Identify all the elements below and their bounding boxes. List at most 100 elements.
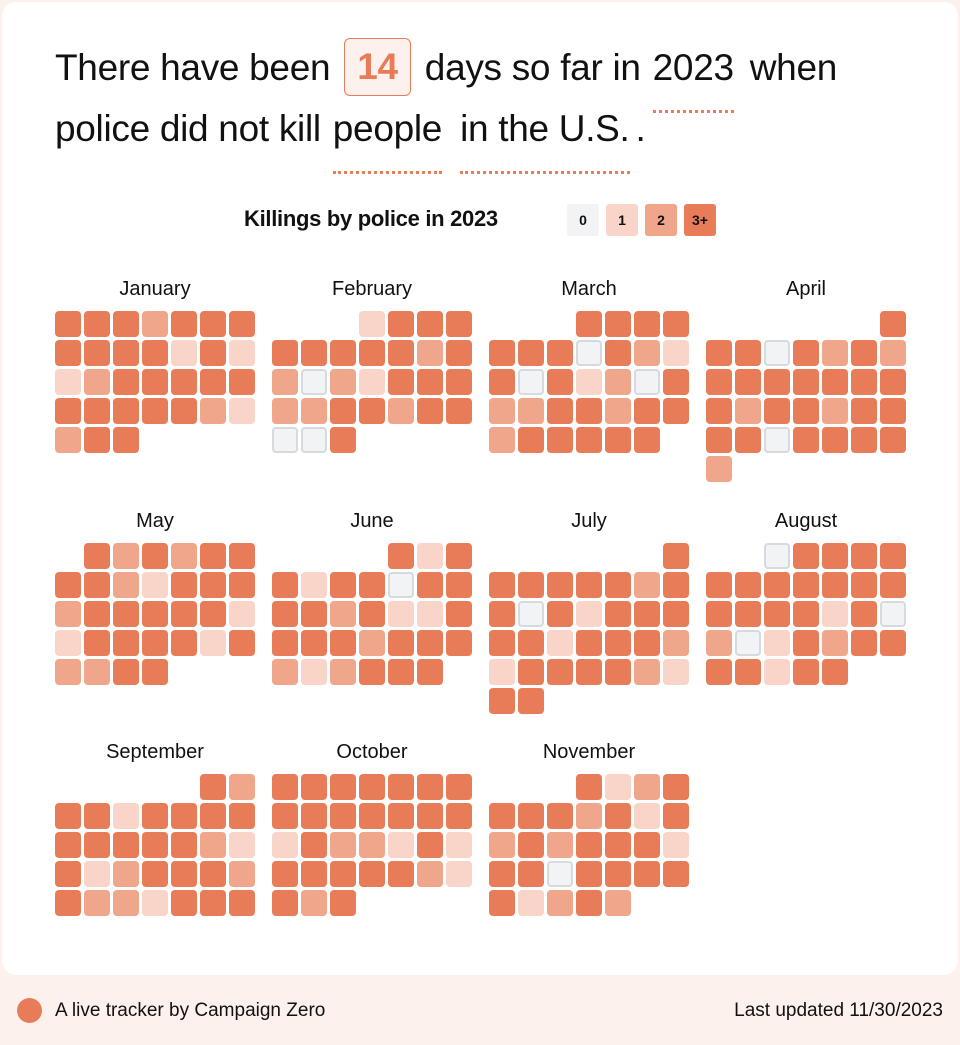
place-selector[interactable]: in the U.S. [460, 99, 630, 175]
day-cell[interactable] [301, 369, 327, 395]
day-cell[interactable] [229, 861, 255, 887]
day-cell[interactable] [359, 630, 385, 656]
day-cell[interactable] [417, 369, 443, 395]
day-cell[interactable] [417, 340, 443, 366]
day-cell[interactable] [200, 630, 226, 656]
day-cell[interactable] [229, 803, 255, 829]
day-cell[interactable] [200, 601, 226, 627]
day-cell[interactable] [142, 340, 168, 366]
day-cell[interactable] [84, 369, 110, 395]
day-cell[interactable] [518, 630, 544, 656]
day-cell[interactable] [489, 861, 515, 887]
day-cell[interactable] [634, 369, 660, 395]
day-cell[interactable] [880, 369, 906, 395]
day-cell[interactable] [359, 369, 385, 395]
day-cell[interactable] [388, 369, 414, 395]
day-cell[interactable] [793, 340, 819, 366]
day-cell[interactable] [200, 861, 226, 887]
day-cell[interactable] [84, 601, 110, 627]
day-cell[interactable] [55, 311, 81, 337]
day-cell[interactable] [735, 398, 761, 424]
day-cell[interactable] [272, 427, 298, 453]
day-cell[interactable] [446, 369, 472, 395]
day-cell[interactable] [272, 832, 298, 858]
day-cell[interactable] [113, 427, 139, 453]
day-cell[interactable] [388, 340, 414, 366]
day-cell[interactable] [200, 803, 226, 829]
day-cell[interactable] [330, 890, 356, 916]
day-cell[interactable] [446, 832, 472, 858]
day-cell[interactable] [142, 572, 168, 598]
day-cell[interactable] [330, 659, 356, 685]
day-cell[interactable] [576, 398, 602, 424]
day-cell[interactable] [229, 572, 255, 598]
day-cell[interactable] [272, 369, 298, 395]
day-cell[interactable] [880, 398, 906, 424]
day-cell[interactable] [417, 398, 443, 424]
day-cell[interactable] [417, 630, 443, 656]
day-cell[interactable] [359, 659, 385, 685]
day-cell[interactable] [301, 398, 327, 424]
day-cell[interactable] [55, 340, 81, 366]
day-cell[interactable] [634, 427, 660, 453]
day-cell[interactable] [663, 601, 689, 627]
day-cell[interactable] [822, 427, 848, 453]
day-cell[interactable] [359, 861, 385, 887]
day-cell[interactable] [171, 832, 197, 858]
day-cell[interactable] [84, 543, 110, 569]
day-cell[interactable] [822, 340, 848, 366]
day-cell[interactable] [55, 572, 81, 598]
day-cell[interactable] [301, 601, 327, 627]
day-cell[interactable] [171, 601, 197, 627]
day-cell[interactable] [55, 659, 81, 685]
day-cell[interactable] [229, 890, 255, 916]
day-cell[interactable] [489, 340, 515, 366]
day-cell[interactable] [518, 688, 544, 714]
day-cell[interactable] [880, 572, 906, 598]
day-cell[interactable] [171, 861, 197, 887]
day-cell[interactable] [417, 861, 443, 887]
day-cell[interactable] [417, 832, 443, 858]
day-cell[interactable] [880, 340, 906, 366]
day-cell[interactable] [605, 803, 631, 829]
day-cell[interactable] [200, 832, 226, 858]
day-cell[interactable] [446, 861, 472, 887]
day-cell[interactable] [518, 861, 544, 887]
day-cell[interactable] [113, 543, 139, 569]
day-cell[interactable] [880, 543, 906, 569]
day-cell[interactable] [851, 340, 877, 366]
day-cell[interactable] [272, 630, 298, 656]
day-cell[interactable] [142, 543, 168, 569]
day-cell[interactable] [84, 861, 110, 887]
day-cell[interactable] [446, 601, 472, 627]
day-cell[interactable] [84, 398, 110, 424]
day-cell[interactable] [576, 630, 602, 656]
day-cell[interactable] [547, 861, 573, 887]
day-cell[interactable] [200, 543, 226, 569]
day-cell[interactable] [518, 659, 544, 685]
day-cell[interactable] [489, 398, 515, 424]
day-cell[interactable] [55, 803, 81, 829]
day-cell[interactable] [301, 427, 327, 453]
day-cell[interactable] [764, 543, 790, 569]
day-cell[interactable] [793, 659, 819, 685]
day-cell[interactable] [634, 572, 660, 598]
day-cell[interactable] [229, 340, 255, 366]
day-cell[interactable] [55, 398, 81, 424]
day-cell[interactable] [489, 890, 515, 916]
day-cell[interactable] [113, 572, 139, 598]
day-cell[interactable] [605, 601, 631, 627]
day-cell[interactable] [388, 572, 414, 598]
day-cell[interactable] [55, 369, 81, 395]
day-cell[interactable] [113, 398, 139, 424]
day-cell[interactable] [171, 803, 197, 829]
day-cell[interactable] [576, 572, 602, 598]
day-cell[interactable] [851, 427, 877, 453]
day-cell[interactable] [663, 659, 689, 685]
day-cell[interactable] [851, 630, 877, 656]
day-cell[interactable] [851, 369, 877, 395]
day-cell[interactable] [84, 890, 110, 916]
day-cell[interactable] [301, 774, 327, 800]
day-cell[interactable] [113, 340, 139, 366]
day-cell[interactable] [113, 832, 139, 858]
